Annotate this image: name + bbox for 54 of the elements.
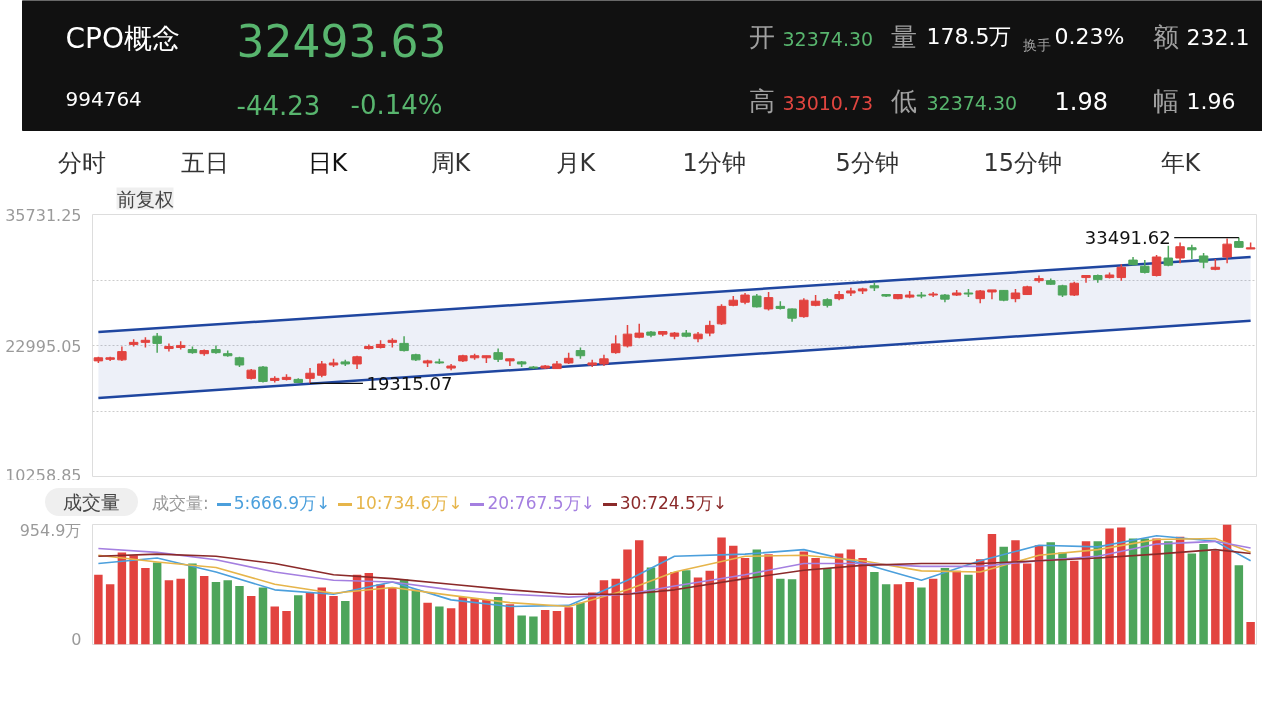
text: -0.14%: [350, 89, 443, 120]
text: 33010.73: [782, 91, 874, 114]
text: 低: [890, 85, 917, 116]
text: CPO概念: [65, 22, 180, 55]
text: 0.23%: [1054, 24, 1125, 49]
text: 32374.30: [926, 91, 1018, 114]
text: 分时: [57, 148, 106, 177]
candlestick: [1222, 237, 1232, 264]
candlestick: [1151, 254, 1162, 278]
legend-label: 10:734.6万↓: [354, 493, 463, 513]
text: 月K: [555, 148, 597, 177]
text: 五日: [180, 148, 229, 177]
text: 32493.63: [236, 16, 447, 67]
y-tick-label: 22995.05: [5, 336, 82, 356]
candlestick: [622, 324, 633, 349]
text: 1.96: [1186, 88, 1236, 114]
legend-title: 成交量:: [152, 493, 209, 513]
text: 1分钟: [682, 148, 746, 177]
text: -44.23: [236, 90, 321, 121]
annotation: 33491.62: [1084, 227, 1171, 249]
text: 178.5万: [926, 24, 1012, 49]
text: 高: [748, 85, 775, 116]
text: 开: [748, 21, 775, 52]
annotation: 19315.07: [366, 372, 453, 394]
candlestick: [1081, 274, 1091, 284]
candlestick: [152, 332, 162, 354]
text: 1.98: [1054, 87, 1108, 116]
chart-title: 前复权: [116, 187, 174, 210]
candlestick: [1175, 241, 1185, 264]
text: 周K: [430, 148, 472, 177]
y-tick-label: 10258.85: [5, 465, 82, 485]
legend-label: 20:767.5万↓: [486, 493, 595, 513]
y-tick-label: 954.9万: [19, 520, 82, 540]
y-tick-label: 0: [71, 629, 82, 649]
text: 换手: [1022, 36, 1051, 53]
text: 幅: [1152, 85, 1179, 116]
legend-label: 30:724.5万↓: [618, 493, 728, 513]
text: 5分钟: [835, 148, 899, 177]
chart-title: 成交量: [45, 488, 138, 516]
text: 日K: [307, 148, 349, 177]
candlestick: [1187, 243, 1197, 260]
text: 232.1: [1186, 24, 1250, 50]
text: 额: [1152, 21, 1179, 52]
candlestick: [799, 297, 809, 319]
candlestick: [164, 342, 174, 353]
text: 年K: [1160, 148, 1202, 177]
candlestick: [716, 303, 727, 326]
text: 15分钟: [983, 148, 1063, 177]
text: 量: [890, 21, 917, 52]
text: 994764: [65, 86, 142, 111]
y-tick-label: 35731.25: [5, 205, 82, 225]
legend-label: 5:666.9万↓: [232, 493, 331, 513]
text: 32374.30: [782, 27, 874, 50]
candlestick: [610, 334, 621, 355]
